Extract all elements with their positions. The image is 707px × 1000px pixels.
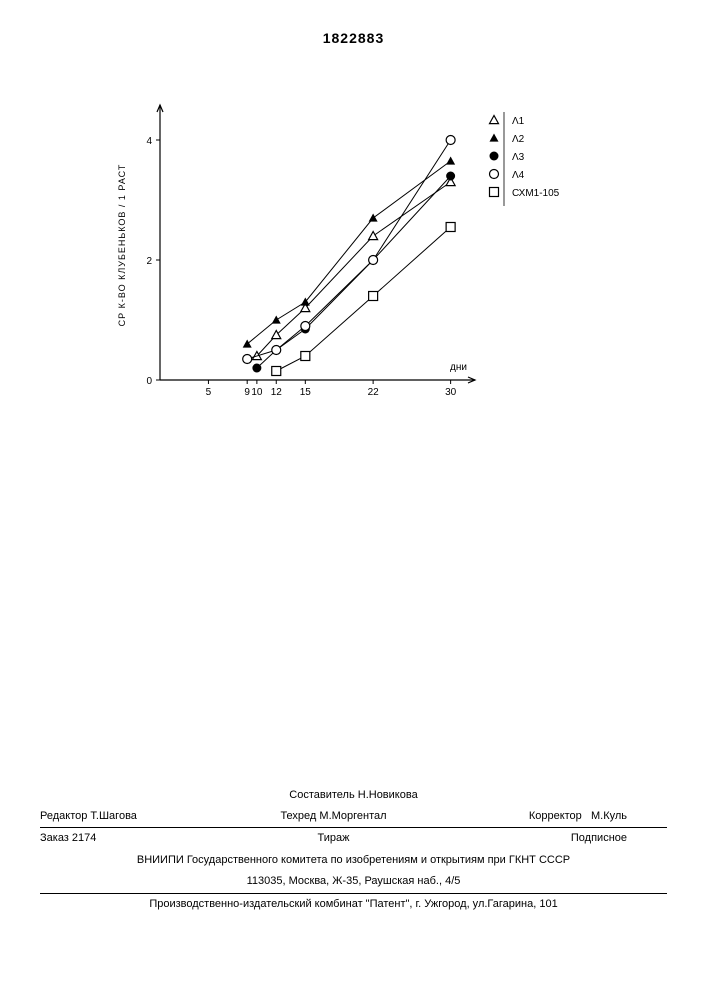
svg-text:30: 30 bbox=[445, 387, 457, 398]
compiler-line: Составитель Н.Новикова bbox=[40, 785, 667, 806]
svg-text:0: 0 bbox=[146, 376, 152, 387]
svg-text:СР К-ВО КЛУБЕНЬКОВ / 1 РАСТ: СР К-ВО КЛУБЕНЬКОВ / 1 РАСТ bbox=[117, 164, 127, 327]
svg-text:15: 15 bbox=[300, 387, 312, 398]
svg-text:СХМ1-105: СХМ1-105 bbox=[512, 188, 560, 199]
svg-text:2: 2 bbox=[146, 256, 152, 267]
chart: 5 910 12 15 22 30 0 2 4 дни СР К-ВО КЛУБЕНЬКОВ / 1… bbox=[110, 90, 580, 420]
svg-text:22: 22 bbox=[368, 387, 380, 398]
svg-text:12: 12 bbox=[271, 387, 283, 398]
svg-text:Λ4: Λ4 bbox=[512, 170, 525, 181]
svg-text:Λ2: Λ2 bbox=[512, 134, 525, 145]
svg-text:Λ3: Λ3 bbox=[512, 152, 525, 163]
order-line: Заказ 2174 Тираж Подписное bbox=[40, 827, 667, 849]
footer: Составитель Н.Новикова Редактор Т.Шагова… bbox=[40, 785, 667, 915]
publisher-line: Производственно-издательский комбинат "П… bbox=[40, 893, 667, 915]
svg-text:10: 10 bbox=[251, 387, 263, 398]
svg-text:5: 5 bbox=[206, 387, 212, 398]
svg-text:4: 4 bbox=[146, 136, 152, 147]
page-number: 1822883 bbox=[0, 0, 707, 46]
svg-text:Λ1: Λ1 bbox=[512, 116, 525, 127]
svg-text:дни: дни bbox=[450, 362, 467, 373]
credits-line: Редактор Т.Шагова Техред М.Моргентал Кор… bbox=[40, 806, 667, 827]
svg-text:9: 9 bbox=[244, 387, 250, 398]
address-line: 113035, Москва, Ж-35, Раушская наб., 4/5 bbox=[40, 871, 667, 892]
org-line: ВНИИПИ Государственного комитета по изоб… bbox=[40, 850, 667, 871]
